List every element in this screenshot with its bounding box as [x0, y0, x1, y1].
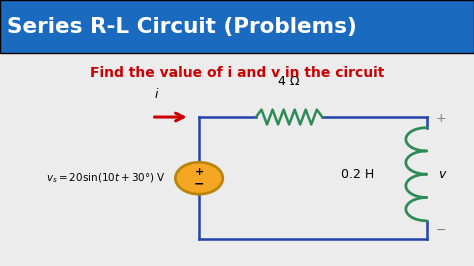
Text: 0.2 H: 0.2 H [341, 168, 374, 181]
Text: −: − [194, 177, 204, 190]
Text: −: − [436, 223, 447, 236]
Text: +: + [194, 167, 204, 177]
Text: $v_s = 20 \sin(10t + 30°)$ V: $v_s = 20 \sin(10t + 30°)$ V [46, 171, 166, 185]
Ellipse shape [175, 162, 223, 194]
Text: 4 Ω: 4 Ω [278, 75, 300, 88]
Text: Find the value of i and v in the circuit: Find the value of i and v in the circuit [90, 66, 384, 80]
FancyBboxPatch shape [0, 0, 474, 53]
Text: $i$: $i$ [154, 87, 159, 101]
Text: Series R-L Circuit (Problems): Series R-L Circuit (Problems) [7, 16, 357, 37]
Text: +: + [436, 112, 447, 125]
Text: $v$: $v$ [438, 168, 448, 181]
